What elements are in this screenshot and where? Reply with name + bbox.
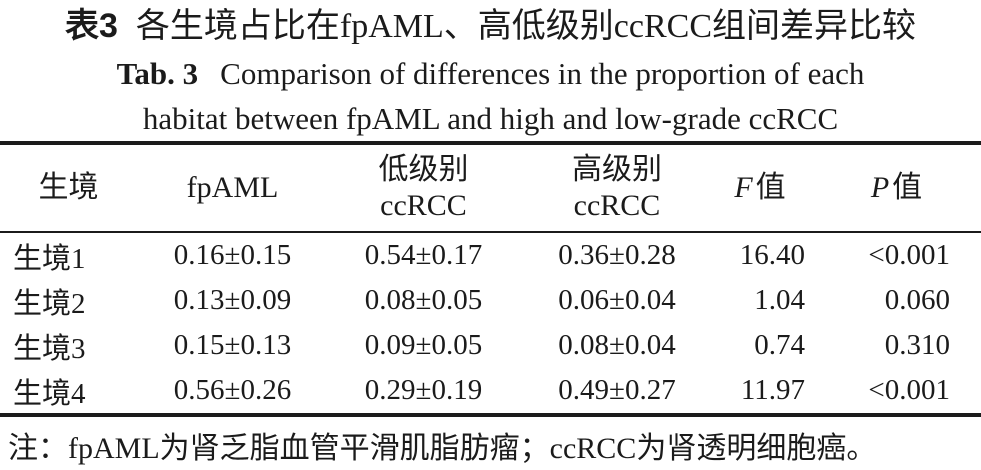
col-header-low-line1: 低级别: [378, 153, 469, 186]
col-header-low-line2: ccRCC: [380, 189, 467, 222]
cell-f-value: 11.97: [740, 374, 805, 406]
cell-habitat: 生境2: [13, 287, 86, 320]
table-footnote: 注：fpAML为肾乏脂血管平滑肌脂肪瘤；ccRCC为肾透明细胞癌。: [8, 432, 877, 465]
cell-f-value: 1.04: [754, 284, 805, 316]
cell-habitat: 生境3: [13, 332, 86, 365]
cell-low-grade: 0.09±0.05: [364, 329, 483, 361]
cell-f-value: 0.74: [754, 329, 805, 361]
table-title-en-line2-wrap: habitat between fpAML and high and low-g…: [0, 96, 981, 141]
col-header-high-grade-ccrcc: 高级别 ccRCC: [519, 143, 715, 232]
cell-fpaml: 0.16±0.15: [173, 239, 292, 271]
col-header-habitat: 生境: [38, 171, 99, 204]
cell-f-value: 16.40: [739, 239, 805, 271]
table-row: 生境4 0.56±0.26 0.29±0.19 0.49±0.27 11.97 …: [0, 368, 981, 415]
table-row: 生境1 0.16±0.15 0.54±0.17 0.36±0.28 16.40 …: [0, 232, 981, 278]
cell-high-grade: 0.08±0.04: [558, 329, 676, 361]
cell-low-grade: 0.08±0.05: [364, 284, 483, 316]
cell-fpaml: 0.13±0.09: [173, 284, 292, 316]
cell-low-grade: 0.54±0.17: [364, 239, 483, 271]
cell-p-value: <0.001: [868, 239, 950, 271]
cell-p-value: 0.310: [884, 329, 950, 361]
f-suffix: 值: [755, 171, 786, 204]
cell-habitat: 生境1: [13, 242, 86, 275]
cell-p-value: 0.060: [884, 284, 950, 316]
col-header-fpaml: fpAML: [186, 171, 279, 204]
table-title-zh: 表3 各生境占比在fpAML、高低级别ccRCC组间差异比较: [0, 0, 981, 51]
cell-fpaml: 0.56±0.26: [173, 374, 292, 406]
cell-low-grade: 0.29±0.19: [364, 374, 483, 406]
table-title-en-line1: Comparison of differences in the proport…: [220, 56, 865, 91]
cell-habitat: 生境4: [13, 377, 86, 410]
col-header-high-line2: ccRCC: [573, 189, 661, 222]
cell-fpaml: 0.15±0.13: [173, 329, 292, 361]
f-symbol: F: [734, 171, 753, 204]
table-title-en-line2: habitat between fpAML and high and low-g…: [142, 101, 839, 136]
cell-p-value: <0.001: [868, 374, 950, 406]
table-row: 生境3 0.15±0.13 0.09±0.05 0.08±0.04 0.74 0…: [0, 323, 981, 368]
cell-high-grade: 0.49±0.27: [558, 374, 676, 406]
table-row: 生境2 0.13±0.09 0.08±0.05 0.06±0.04 1.04 0…: [0, 278, 981, 323]
cell-high-grade: 0.36±0.28: [558, 239, 676, 271]
table-number-en: Tab. 3: [116, 56, 199, 91]
table-number-zh: 表3: [64, 7, 118, 45]
table-title-zh-text: 各生境占比在fpAML、高低级别ccRCC组间差异比较: [135, 8, 916, 45]
p-suffix: 值: [892, 171, 923, 204]
cell-high-grade: 0.06±0.04: [558, 284, 676, 316]
table-title-en: Tab. 3 Comparison of differences in the p…: [0, 51, 981, 96]
col-header-high-line1: 高级别: [572, 153, 662, 186]
p-symbol: P: [870, 171, 890, 204]
col-header-low-grade-ccrcc: 低级别 ccRCC: [328, 143, 519, 232]
